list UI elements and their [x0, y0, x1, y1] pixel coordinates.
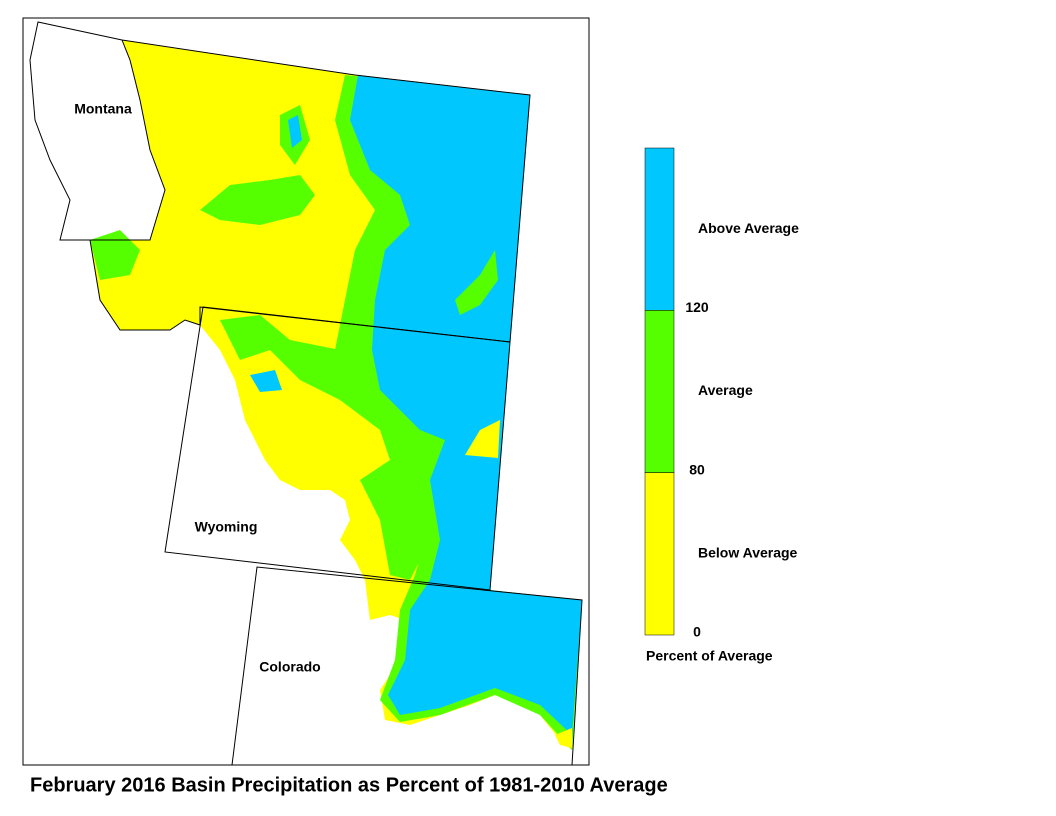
state-boundaries: [29, 21, 583, 766]
legend-label: Above Average: [698, 220, 799, 236]
below-average-region: [465, 420, 500, 458]
legend-label: Average: [698, 382, 753, 398]
legend-break: 120: [685, 299, 709, 315]
above-average-region: [350, 75, 582, 735]
legend-swatch: [644, 310, 675, 473]
legend-title: Percent of Average: [646, 648, 773, 664]
precip-regions: [90, 40, 582, 750]
legend-swatch: [644, 472, 675, 636]
below-average-region: [555, 728, 572, 748]
above-average-region: [288, 115, 302, 148]
state-label: Montana: [74, 101, 132, 117]
colorado-boundary: [231, 566, 583, 766]
wyoming-boundary: [164, 306, 511, 591]
legend-break: 0: [693, 624, 701, 640]
above-average-region: [250, 370, 282, 392]
legend-swatch: [644, 147, 675, 311]
map-title: February 2016 Basin Precipitation as Per…: [30, 774, 668, 796]
legend: Above Average Average Below Average 120 80 0: [644, 147, 799, 640]
legend-break: 80: [689, 461, 705, 477]
average-region: [455, 250, 498, 315]
state-label: Colorado: [259, 659, 320, 675]
average-region: [200, 175, 315, 225]
average-region: [90, 230, 140, 280]
state-label: Wyoming: [195, 519, 258, 535]
legend-label: Below Average: [698, 545, 798, 561]
